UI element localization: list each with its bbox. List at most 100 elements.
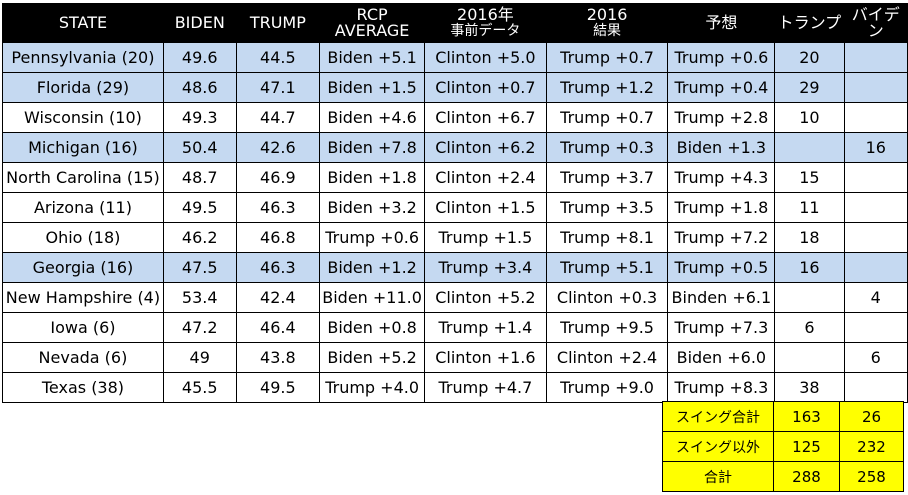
biden-cell: 48.6	[162, 72, 237, 103]
forecast-cell: Biden +6.0	[667, 342, 776, 373]
result2016-cell: Trump +1.2	[545, 72, 669, 103]
trump-cell: 44.7	[235, 102, 321, 133]
ev-trump-cell: 11	[774, 192, 845, 223]
pre2016-cell: Trump +1.4	[424, 312, 547, 343]
biden-cell: 50.4	[162, 132, 237, 163]
biden-cell: 47.5	[162, 252, 237, 283]
totals-biden: 258	[839, 461, 904, 492]
state-cell: Arizona (11)	[2, 192, 164, 223]
header-pre2016-line2: 事前データ	[450, 23, 521, 39]
table-row: North Carolina (15) 48.7 46.9 Biden +1.8 Cli…	[2, 162, 908, 193]
result2016-cell: Trump +3.5	[545, 192, 669, 223]
rcp-cell: Biden +1.8	[319, 162, 426, 193]
ev-biden-cell	[843, 162, 908, 193]
biden-cell: 49.3	[162, 102, 237, 133]
state-cell: North Carolina (15)	[2, 162, 164, 193]
biden-cell: 49	[162, 342, 237, 373]
trump-cell: 43.8	[235, 342, 321, 373]
state-cell: Nevada (6)	[2, 342, 164, 373]
swing-state-table: STATE BIDEN TRUMP RCP AVERAGE 2016年 事前データ …	[2, 3, 908, 403]
rcp-cell: Biden +5.1	[319, 42, 426, 73]
header-trump: TRUMP	[235, 3, 321, 43]
header-pre2016: 2016年 事前データ	[424, 3, 547, 43]
trump-cell: 42.4	[235, 282, 321, 313]
pre2016-cell: Clinton +6.2	[424, 132, 547, 163]
header-result2016-line1: 2016	[586, 5, 628, 24]
ev-biden-cell	[843, 42, 908, 73]
header-state: STATE	[2, 3, 164, 43]
header-rcp: RCP AVERAGE	[319, 3, 426, 43]
result2016-cell: Clinton +0.3	[545, 282, 669, 313]
state-cell: Wisconsin (10)	[2, 102, 164, 133]
state-cell: Florida (29)	[2, 72, 164, 103]
table-row: Georgia (16) 47.5 46.3 Biden +1.2 Trump +3.4…	[2, 252, 908, 283]
pre2016-cell: Clinton +5.0	[424, 42, 547, 73]
table-row: Florida (29) 48.6 47.1 Biden +1.5 Clinton +0…	[2, 72, 908, 103]
rcp-cell: Biden +11.0	[319, 282, 426, 313]
biden-cell: 46.2	[162, 222, 237, 253]
rcp-cell: Biden +0.8	[319, 312, 426, 343]
result2016-cell: Trump +8.1	[545, 222, 669, 253]
rcp-cell: Biden +1.5	[319, 72, 426, 103]
rcp-cell: Biden +3.2	[319, 192, 426, 223]
ev-biden-cell	[843, 252, 908, 283]
trump-cell: 49.5	[235, 372, 321, 403]
biden-cell: 49.6	[162, 42, 237, 73]
state-cell: Ohio (18)	[2, 222, 164, 253]
ev-trump-cell: 29	[774, 72, 845, 103]
header-ev-trump: トランプ	[774, 3, 845, 43]
trump-cell: 44.5	[235, 42, 321, 73]
ev-trump-cell	[774, 342, 845, 373]
pre2016-cell: Clinton +6.7	[424, 102, 547, 133]
forecast-cell: Trump +7.3	[667, 312, 776, 343]
trump-cell: 46.3	[235, 192, 321, 223]
biden-cell: 53.4	[162, 282, 237, 313]
rcp-cell: Biden +5.2	[319, 342, 426, 373]
totals-biden: 232	[839, 431, 904, 462]
result2016-cell: Trump +9.5	[545, 312, 669, 343]
state-cell: Texas (38)	[2, 372, 164, 403]
ev-trump-cell: 6	[774, 312, 845, 343]
result2016-cell: Clinton +2.4	[545, 342, 669, 373]
pre2016-cell: Clinton +1.5	[424, 192, 547, 223]
totals-table: スイング合計 163 26 スイング以外 125 232 合計 288 258	[662, 401, 904, 492]
totals-trump: 125	[773, 431, 840, 462]
trump-cell: 46.4	[235, 312, 321, 343]
pre2016-cell: Clinton +5.2	[424, 282, 547, 313]
ev-trump-cell: 10	[774, 102, 845, 133]
ev-trump-cell: 38	[774, 372, 845, 403]
pre2016-cell: Trump +4.7	[424, 372, 547, 403]
ev-trump-cell: 16	[774, 252, 845, 283]
header-rcp-line2: AVERAGE	[334, 21, 410, 40]
totals-row: スイング以外 125 232	[662, 431, 904, 462]
header-pre2016-line1: 2016年	[457, 5, 514, 24]
ev-trump-cell: 20	[774, 42, 845, 73]
table-row: Ohio (18) 46.2 46.8 Trump +0.6 Trump +1.5 Tru…	[2, 222, 908, 253]
table-row: Arizona (11) 49.5 46.3 Biden +3.2 Clinton +1…	[2, 192, 908, 223]
biden-cell: 45.5	[162, 372, 237, 403]
forecast-cell: Biden +1.3	[667, 132, 776, 163]
ev-trump-cell	[774, 282, 845, 313]
table-row: Wisconsin (10) 49.3 44.7 Biden +4.6 Clinton …	[2, 102, 908, 133]
totals-label: スイング以外	[662, 431, 774, 462]
forecast-cell: Trump +0.4	[667, 72, 776, 103]
forecast-cell: Trump +0.5	[667, 252, 776, 283]
biden-cell: 47.2	[162, 312, 237, 343]
result2016-cell: Trump +0.7	[545, 42, 669, 73]
ev-biden-cell	[843, 102, 908, 133]
state-cell: Michigan (16)	[2, 132, 164, 163]
forecast-cell: Trump +2.8	[667, 102, 776, 133]
totals-label: スイング合計	[662, 401, 774, 432]
pre2016-cell: Clinton +1.6	[424, 342, 547, 373]
table-row: Pennsylvania (20) 49.6 44.5 Biden +5.1 Clint…	[2, 42, 908, 73]
ev-biden-cell	[843, 372, 908, 403]
rcp-cell: Biden +4.6	[319, 102, 426, 133]
ev-biden-cell	[843, 312, 908, 343]
trump-cell: 46.3	[235, 252, 321, 283]
rcp-cell: Trump +0.6	[319, 222, 426, 253]
rcp-cell: Biden +7.8	[319, 132, 426, 163]
trump-cell: 46.9	[235, 162, 321, 193]
rcp-cell: Trump +4.0	[319, 372, 426, 403]
table-row: Iowa (6) 47.2 46.4 Biden +0.8 Trump +1.4 Trum…	[2, 312, 908, 343]
ev-trump-cell: 18	[774, 222, 845, 253]
